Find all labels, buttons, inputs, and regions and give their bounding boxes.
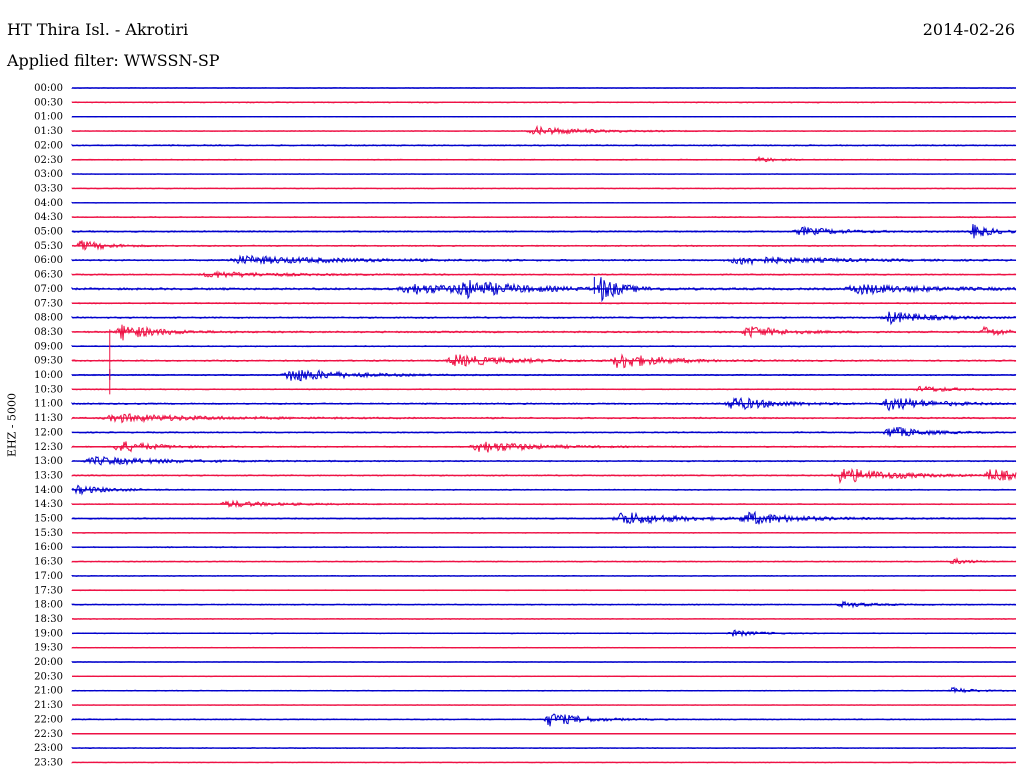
time-label-1330: 13:30 xyxy=(34,470,63,481)
time-label-0500: 05:00 xyxy=(34,227,63,238)
time-label-1500: 15:00 xyxy=(34,514,63,525)
time-label-1030: 10:30 xyxy=(34,384,63,395)
time-label-0800: 08:00 xyxy=(34,313,63,324)
time-label-0330: 03:30 xyxy=(34,183,63,194)
time-label-1230: 12:30 xyxy=(34,442,63,453)
time-label-1800: 18:00 xyxy=(34,600,63,611)
time-label-2130: 21:30 xyxy=(34,700,63,711)
time-label-2300: 23:00 xyxy=(34,743,63,754)
time-label-0300: 03:00 xyxy=(34,169,63,180)
time-label-1600: 16:00 xyxy=(34,542,63,553)
date-label: 2014-02-26 xyxy=(922,20,1015,39)
trace-2100 xyxy=(71,686,1017,694)
time-label-0430: 04:30 xyxy=(34,212,63,223)
time-label-0000: 00:00 xyxy=(34,83,63,94)
time-label-1830: 18:30 xyxy=(34,614,63,625)
time-label-2230: 22:30 xyxy=(34,729,63,740)
station-title: HT Thira Isl. - Akrotiri xyxy=(7,20,189,39)
time-label-1130: 11:30 xyxy=(34,413,63,424)
time-label-0700: 07:00 xyxy=(34,284,63,295)
time-label-1300: 13:00 xyxy=(34,456,63,467)
time-label-2330: 23:30 xyxy=(34,757,63,768)
time-label-0830: 08:30 xyxy=(34,327,63,338)
time-label-1730: 17:30 xyxy=(34,585,63,596)
trace-0530 xyxy=(71,240,1017,251)
time-label-0730: 07:30 xyxy=(34,298,63,309)
time-label-0530: 05:30 xyxy=(34,241,63,252)
time-label-1530: 15:30 xyxy=(34,528,63,539)
time-label-1100: 11:00 xyxy=(34,399,63,410)
time-label-1630: 16:30 xyxy=(34,557,63,568)
filter-label: Applied filter: WWSSN-SP xyxy=(7,51,220,70)
time-label-1900: 19:00 xyxy=(34,628,63,639)
time-label-2100: 21:00 xyxy=(34,686,63,697)
time-label-1930: 19:30 xyxy=(34,643,63,654)
time-label-0600: 06:00 xyxy=(34,255,63,266)
time-label-1700: 17:00 xyxy=(34,571,63,582)
time-label-2000: 20:00 xyxy=(34,657,63,668)
time-label-0930: 09:30 xyxy=(34,356,63,367)
time-label-2030: 20:30 xyxy=(34,671,63,682)
trace-2200 xyxy=(71,713,1017,727)
time-label-1400: 14:00 xyxy=(34,485,63,496)
time-label-2200: 22:00 xyxy=(34,714,63,725)
time-label-0200: 02:00 xyxy=(34,140,63,151)
time-label-0400: 04:00 xyxy=(34,198,63,209)
time-label-0130: 01:30 xyxy=(34,126,63,137)
time-label-0100: 01:00 xyxy=(34,112,63,123)
time-label-0630: 06:30 xyxy=(34,270,63,281)
time-labels: 00:00 00:30 01:00 01:30 02:00 02:30 03:00 03:30… xyxy=(34,83,63,768)
time-label-1000: 10:00 xyxy=(34,370,63,381)
time-label-1430: 14:30 xyxy=(34,499,63,510)
traces xyxy=(71,87,1017,764)
time-label-0230: 02:30 xyxy=(34,155,63,166)
time-label-0900: 09:00 xyxy=(34,341,63,352)
time-label-1200: 12:00 xyxy=(34,427,63,438)
time-label-0030: 00:30 xyxy=(34,97,63,108)
